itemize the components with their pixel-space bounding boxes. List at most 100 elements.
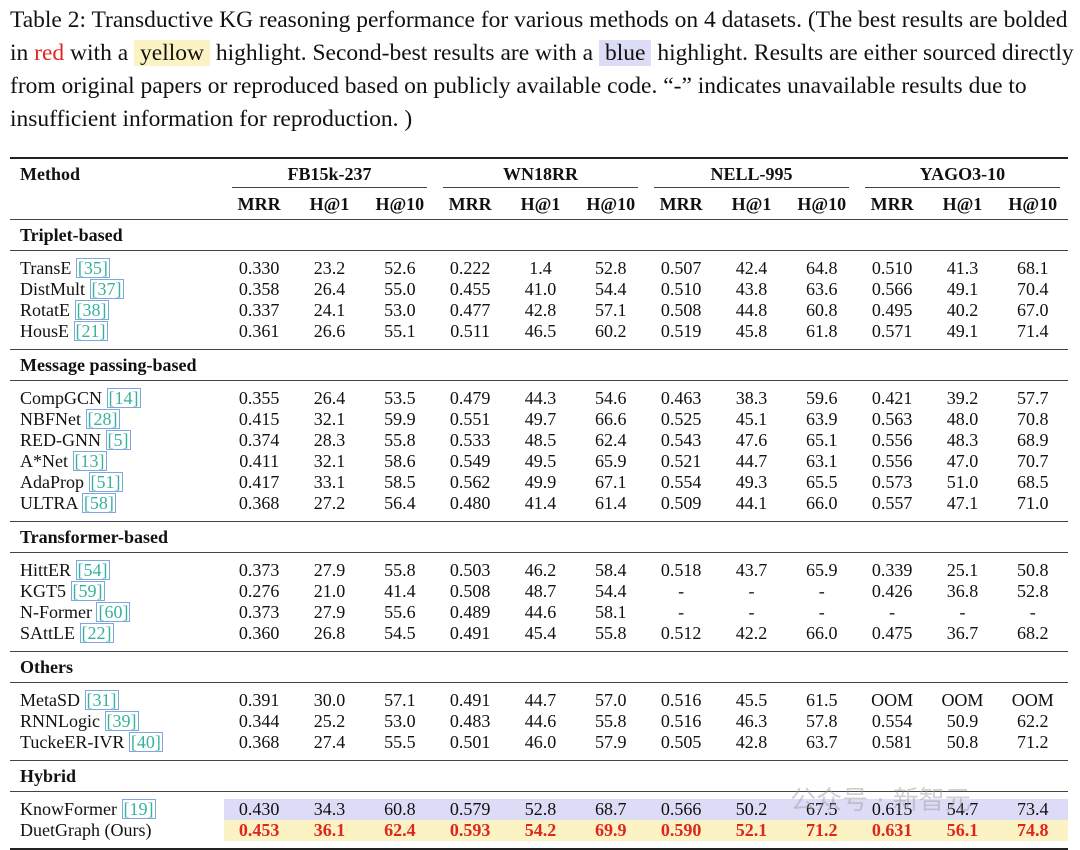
results-table: Method FB15k-237 WN18RR NELL-995 YAGO3-10 MRR… — [10, 157, 1068, 850]
method-cell: SAttLE [22] — [10, 623, 224, 644]
value-cell: 47.0 — [946, 451, 979, 471]
value-cell: 47.6 — [735, 430, 768, 450]
method-cell: RED-GNN [5] — [10, 430, 224, 451]
value-cell: 0.510 — [660, 279, 702, 299]
value-cell: 59.9 — [384, 409, 416, 429]
value-cell: 30.0 — [313, 690, 346, 710]
value-cell: 62.4 — [364, 820, 435, 841]
value-cell: 0.411 — [239, 451, 280, 471]
citation[interactable]: [37] — [89, 279, 124, 299]
citation[interactable]: [21] — [73, 321, 108, 341]
value-cell: 0.344 — [238, 711, 280, 731]
method-cell: CompGCN [14] — [10, 388, 224, 409]
value-cell: 50.8 — [1017, 560, 1049, 580]
method-name: HousE — [20, 321, 69, 341]
citation[interactable]: [51] — [88, 472, 123, 492]
value-cell: 0.491 — [449, 690, 491, 710]
value-cell: 0.355 — [238, 388, 280, 408]
citation[interactable]: [59] — [70, 581, 105, 601]
spacer — [10, 753, 1068, 761]
group-row: Message passing-based — [10, 349, 1068, 381]
citation[interactable]: [22] — [79, 623, 114, 643]
value-cell: 68.2 — [1017, 623, 1049, 643]
citation[interactable]: [28] — [85, 409, 120, 429]
group-label: Others — [10, 651, 1068, 683]
method-cell: RNNLogic [39] — [10, 711, 224, 732]
value-cell: 0.222 — [449, 258, 491, 278]
spacer-cell — [10, 342, 1068, 350]
value-cell: 27.2 — [313, 493, 346, 513]
value-cell: 59.6 — [806, 388, 838, 408]
value-cell: 45.5 — [735, 690, 768, 710]
value-cell: 0.556 — [871, 430, 913, 450]
value-cell: 28.3 — [313, 430, 346, 450]
citation[interactable]: [13] — [72, 451, 107, 471]
method-name: TransE — [20, 258, 72, 278]
value-cell: 41.4 — [384, 581, 416, 601]
method-cell: TuckeER-IVR [40] — [10, 732, 224, 753]
citation[interactable]: [31] — [84, 690, 119, 710]
value-cell: 48.0 — [946, 409, 979, 429]
caption-text: highlight. Second-best results are with … — [209, 40, 599, 66]
value-cell: 33.1 — [313, 472, 346, 492]
method-cell: DuetGraph (Ours) — [10, 820, 224, 841]
value-cell: 56.4 — [384, 493, 416, 513]
citation[interactable]: [19] — [121, 799, 156, 819]
citation[interactable]: [5] — [105, 430, 131, 450]
data-row: TuckeER-IVR [40] 0.368 27.4 55.5 0.501 46.0 57… — [10, 732, 1068, 753]
value-cell: 0.507 — [660, 258, 702, 278]
citation[interactable]: [40] — [128, 732, 163, 752]
value-cell: 67.0 — [1017, 300, 1049, 320]
data-row: AdaProp [51] 0.417 33.1 58.5 0.562 49.9 67.1 0.… — [10, 472, 1068, 493]
value-cell: 0.554 — [871, 711, 913, 731]
citation[interactable]: [14] — [106, 388, 141, 408]
value-cell: 44.3 — [524, 388, 557, 408]
method-cell: TransE [35] — [10, 258, 224, 279]
value-cell: 66.0 — [806, 493, 838, 513]
method-cell: DistMult [37] — [10, 279, 224, 300]
method-name: KGT5 — [20, 581, 66, 601]
value-cell: 55.1 — [384, 321, 416, 341]
value-cell: 55.5 — [384, 732, 416, 752]
value-cell: 46.3 — [735, 711, 768, 731]
value-cell: 0.426 — [871, 581, 913, 601]
value-cell: 0.368 — [238, 732, 280, 752]
value-cell: - — [748, 602, 755, 622]
value-cell: 48.3 — [946, 430, 979, 450]
citation[interactable]: [54] — [75, 560, 110, 580]
value-cell: 0.510 — [871, 258, 913, 278]
value-cell: 64.8 — [806, 258, 838, 278]
citation[interactable]: [60] — [96, 602, 131, 622]
value-cell: 68.1 — [1017, 258, 1049, 278]
citation[interactable]: [35] — [75, 258, 110, 278]
value-cell: 26.6 — [313, 321, 346, 341]
value-cell: - — [678, 581, 685, 601]
value-cell: 63.7 — [806, 732, 838, 752]
value-cell: 49.1 — [946, 321, 979, 341]
value-cell: 0.566 — [871, 279, 913, 299]
value-cell: 55.8 — [595, 711, 627, 731]
citation[interactable]: [39] — [104, 711, 139, 731]
method-name: DuetGraph (Ours) — [20, 820, 152, 840]
metric-header: H@1 — [716, 189, 787, 220]
value-cell: 65.9 — [595, 451, 627, 471]
value-cell: 0.368 — [238, 493, 280, 513]
citation[interactable]: [58] — [81, 493, 116, 513]
value-cell: 57.9 — [595, 732, 627, 752]
value-cell: 36.8 — [946, 581, 979, 601]
metric-header: H@1 — [505, 189, 576, 220]
citation[interactable]: [38] — [74, 300, 109, 320]
value-cell: 34.3 — [294, 799, 365, 820]
value-cell: 70.7 — [1017, 451, 1049, 471]
value-cell: 0.509 — [660, 493, 702, 513]
value-cell: 0.554 — [660, 472, 702, 492]
value-cell: 0.415 — [238, 409, 280, 429]
spacer — [10, 683, 1068, 691]
value-cell: 68.7 — [575, 799, 646, 820]
value-cell: 0.480 — [449, 493, 491, 513]
value-cell: 0.615 — [856, 799, 928, 820]
value-cell: 45.8 — [735, 321, 768, 341]
value-cell: 0.360 — [238, 623, 280, 643]
value-cell: 55.8 — [595, 623, 627, 643]
